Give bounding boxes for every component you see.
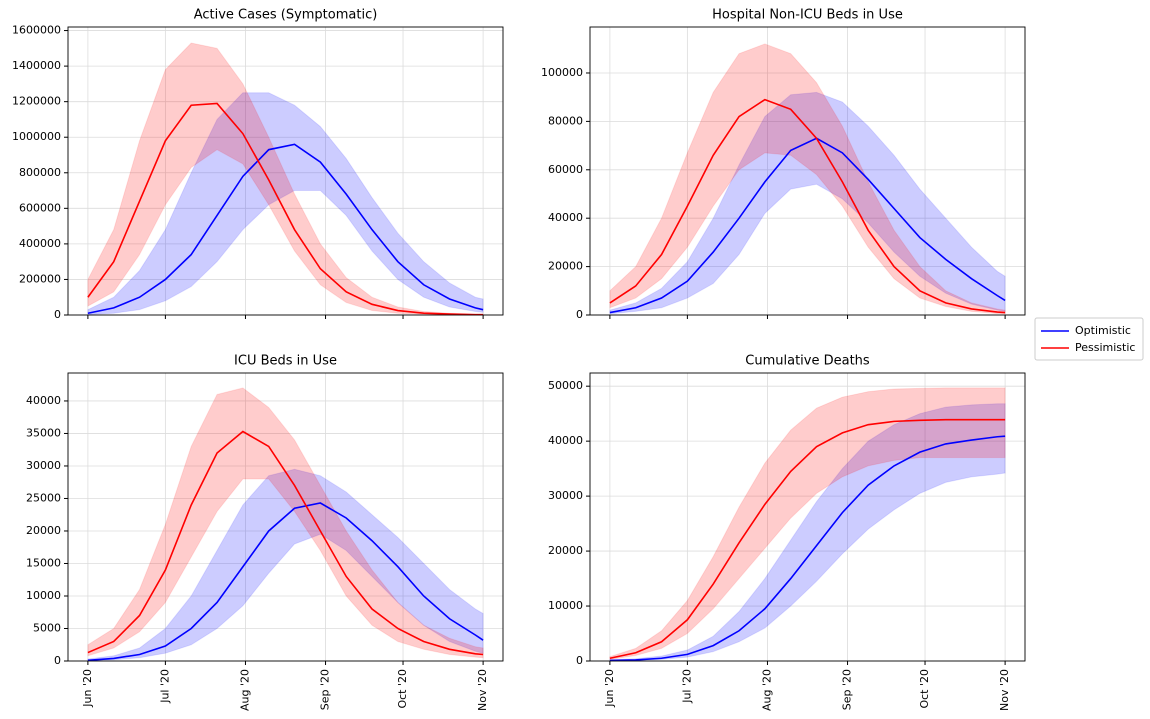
series-line bbox=[87, 102, 484, 316]
x-tick-label: Aug '20 bbox=[238, 669, 251, 711]
series-line bbox=[87, 430, 484, 656]
y-tick-label: 0 bbox=[576, 308, 583, 321]
x-tick-label: Jun '20 bbox=[81, 669, 94, 708]
y-tick-label: 30000 bbox=[548, 489, 583, 502]
y-tick-label: 1000000 bbox=[12, 130, 61, 143]
confidence-band bbox=[87, 387, 484, 659]
x-tick-label: Nov '20 bbox=[476, 669, 489, 711]
chart-title: ICU Beds in Use bbox=[234, 354, 337, 369]
subplot: Cumulative Deaths 0 10000 20000 30000 40000 50… bbox=[548, 354, 1026, 711]
x-tick-label: Jul '20 bbox=[680, 669, 693, 704]
series-line bbox=[609, 435, 1006, 662]
series-line bbox=[609, 98, 1006, 314]
y-tick-label: 0 bbox=[54, 308, 61, 321]
y-tick-label: 40000 bbox=[548, 434, 583, 447]
y-tick-label: 1400000 bbox=[12, 59, 61, 72]
legend-label: Pessimistic bbox=[1075, 341, 1135, 354]
x-tick-label: Sep '20 bbox=[841, 669, 854, 710]
y-tick-label: 60000 bbox=[548, 163, 583, 176]
axes-frame bbox=[67, 26, 504, 316]
y-tick-label: 40000 bbox=[26, 394, 61, 407]
y-tick-label: 40000 bbox=[548, 211, 583, 224]
y-tick-label: 1200000 bbox=[12, 95, 61, 108]
y-tick-label: 20000 bbox=[548, 544, 583, 557]
series-line bbox=[87, 502, 484, 662]
subplot: Hospital Non-ICU Beds in Use 0 20000 40000 6… bbox=[541, 8, 1026, 321]
y-tick-label: 100000 bbox=[541, 66, 583, 79]
x-tick-label: Oct '20 bbox=[918, 669, 931, 709]
legend: Optimistic Pessimistic bbox=[1034, 317, 1144, 361]
confidence-band bbox=[87, 468, 484, 662]
axes-frame bbox=[67, 372, 504, 662]
x-tick-label: Jul '20 bbox=[158, 669, 171, 704]
y-tick-label: 5000 bbox=[33, 621, 61, 634]
legend-box bbox=[1034, 317, 1144, 361]
chart-title: Cumulative Deaths bbox=[745, 354, 870, 369]
y-tick-label: 35000 bbox=[26, 426, 61, 439]
y-tick-label: 1600000 bbox=[12, 24, 61, 37]
axes-frame bbox=[589, 26, 1026, 316]
y-tick-label: 10000 bbox=[548, 599, 583, 612]
x-tick-label: Aug '20 bbox=[760, 669, 773, 711]
confidence-band bbox=[609, 43, 1006, 315]
y-tick-label: 25000 bbox=[26, 491, 61, 504]
y-tick-label: 0 bbox=[54, 654, 61, 667]
y-tick-label: 30000 bbox=[26, 459, 61, 472]
subplot: Active Cases (Symptomatic) 0 200000 400000 6… bbox=[12, 8, 504, 321]
y-tick-label: 10000 bbox=[26, 589, 61, 602]
y-tick-label: 800000 bbox=[19, 166, 61, 179]
series-line bbox=[609, 418, 1006, 660]
subplot: ICU Beds in Use 0 5000 10000 15000 20000 25000… bbox=[26, 354, 504, 711]
x-tick-label: Oct '20 bbox=[396, 669, 409, 709]
x-tick-label: Sep '20 bbox=[319, 669, 332, 710]
y-tick-label: 15000 bbox=[26, 556, 61, 569]
y-tick-label: 80000 bbox=[548, 114, 583, 127]
series-line bbox=[87, 143, 484, 315]
y-tick-label: 0 bbox=[576, 654, 583, 667]
axes-frame bbox=[589, 372, 1026, 662]
chart-title: Hospital Non-ICU Beds in Use bbox=[712, 8, 903, 23]
x-tick-label: Jun '20 bbox=[603, 669, 616, 708]
y-tick-label: 200000 bbox=[19, 272, 61, 285]
confidence-band bbox=[609, 91, 1006, 315]
y-tick-label: 50000 bbox=[548, 379, 583, 392]
x-tick-label: Nov '20 bbox=[998, 669, 1011, 711]
chart-title: Active Cases (Symptomatic) bbox=[194, 8, 378, 23]
confidence-band bbox=[609, 403, 1006, 662]
y-tick-label: 20000 bbox=[26, 524, 61, 537]
y-tick-label: 400000 bbox=[19, 237, 61, 250]
legend-label: Optimistic bbox=[1075, 324, 1131, 337]
y-tick-label: 20000 bbox=[548, 260, 583, 273]
y-tick-label: 600000 bbox=[19, 201, 61, 214]
